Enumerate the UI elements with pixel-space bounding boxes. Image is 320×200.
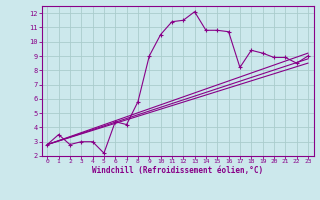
X-axis label: Windchill (Refroidissement éolien,°C): Windchill (Refroidissement éolien,°C) (92, 166, 263, 175)
